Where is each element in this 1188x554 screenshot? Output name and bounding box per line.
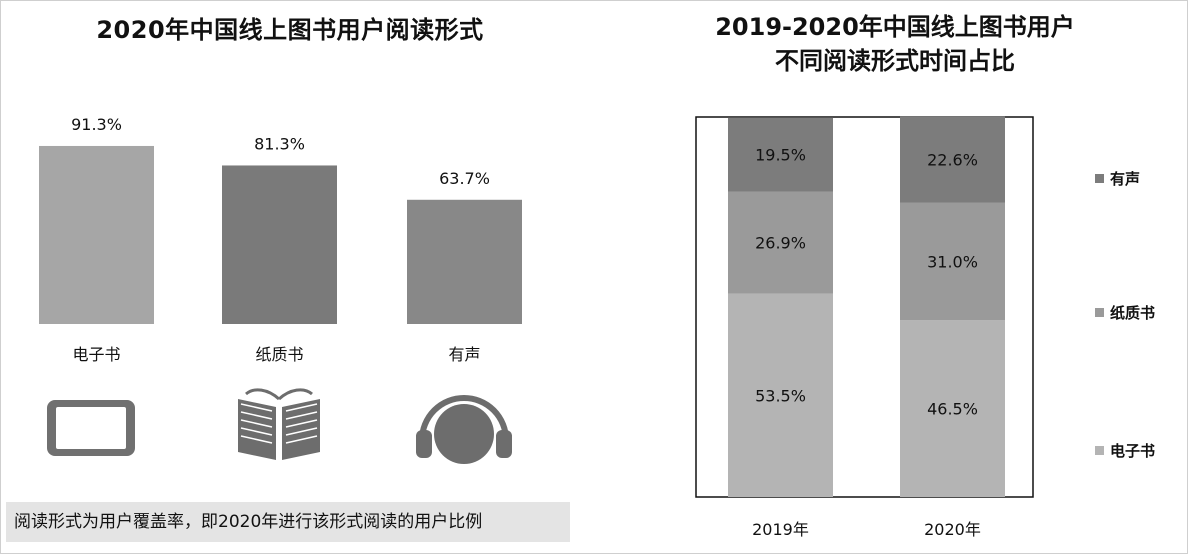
x-category-label: 2020年 — [924, 520, 981, 539]
segment-value-label: 19.5% — [755, 145, 806, 164]
stack-segment-电子书-2020年 — [900, 320, 1005, 497]
bar-纸质书 — [222, 165, 337, 324]
legend-item-paper: 纸质书 — [1095, 302, 1155, 323]
segment-value-label: 22.6% — [927, 151, 978, 170]
right-chart-title: 2019-2020年中国线上图书用户 不同阅读形式时间占比 — [660, 10, 1130, 78]
x-category-label: 2019年 — [752, 520, 809, 539]
stack-segment-有声-2019年 — [728, 117, 833, 192]
tablet-icon — [47, 400, 135, 456]
left-category-icons — [47, 388, 512, 464]
right-chart-title-line-1: 2019-2020年中国线上图书用户 — [715, 13, 1075, 41]
bar-value-label: 91.3% — [71, 115, 122, 134]
stack-segment-电子书-2019年 — [728, 293, 833, 497]
category-label: 有声 — [448, 345, 480, 364]
right-plot-border — [695, 116, 1034, 498]
legend-item-ebook: 电子书 — [1095, 440, 1155, 461]
legend-label-paper: 纸质书 — [1110, 304, 1156, 322]
segment-value-label: 53.5% — [755, 386, 806, 405]
stack-segment-纸质书-2019年 — [728, 191, 833, 294]
category-label: 纸质书 — [255, 345, 303, 364]
legend-label-ebook: 电子书 — [1110, 442, 1156, 460]
segment-value-label: 26.9% — [755, 234, 806, 253]
footnote: 阅读形式为用户覆盖率，即2020年进行该形式阅读的用户比例 — [6, 502, 570, 542]
left-bar-chart: 91.3% 电子书 81.3% 纸质书 63.7% 有声 — [39, 115, 522, 364]
legend-swatch-audio — [1095, 174, 1104, 183]
right-chart-title-line-2: 不同阅读形式时间占比 — [775, 47, 1015, 75]
right-stacked-bar-chart: 53.5% 26.9% 19.5% 2019年 46.5% 31.0% 22.6% 2020年 — [695, 116, 1034, 539]
segment-value-label: 46.5% — [927, 400, 978, 419]
bar-value-label: 63.7% — [439, 169, 490, 188]
bar-有声 — [407, 199, 522, 324]
stack-segment-有声-2020年 — [900, 116, 1005, 203]
bar-value-label: 81.3% — [254, 134, 305, 153]
segment-value-label: 31.0% — [927, 252, 978, 271]
bar-电子书 — [39, 145, 154, 324]
left-chart-title: 2020年中国线上图书用户阅读形式 — [96, 16, 484, 44]
legend-item-audio: 有声 — [1095, 168, 1140, 189]
headphones-icon — [416, 395, 512, 464]
legend-label-audio: 有声 — [1110, 170, 1141, 188]
book-icon — [238, 388, 320, 460]
category-label: 电子书 — [72, 345, 120, 364]
stack-segment-纸质书-2020年 — [900, 202, 1005, 321]
legend-swatch-paper — [1095, 308, 1104, 317]
legend-swatch-ebook — [1095, 446, 1104, 455]
